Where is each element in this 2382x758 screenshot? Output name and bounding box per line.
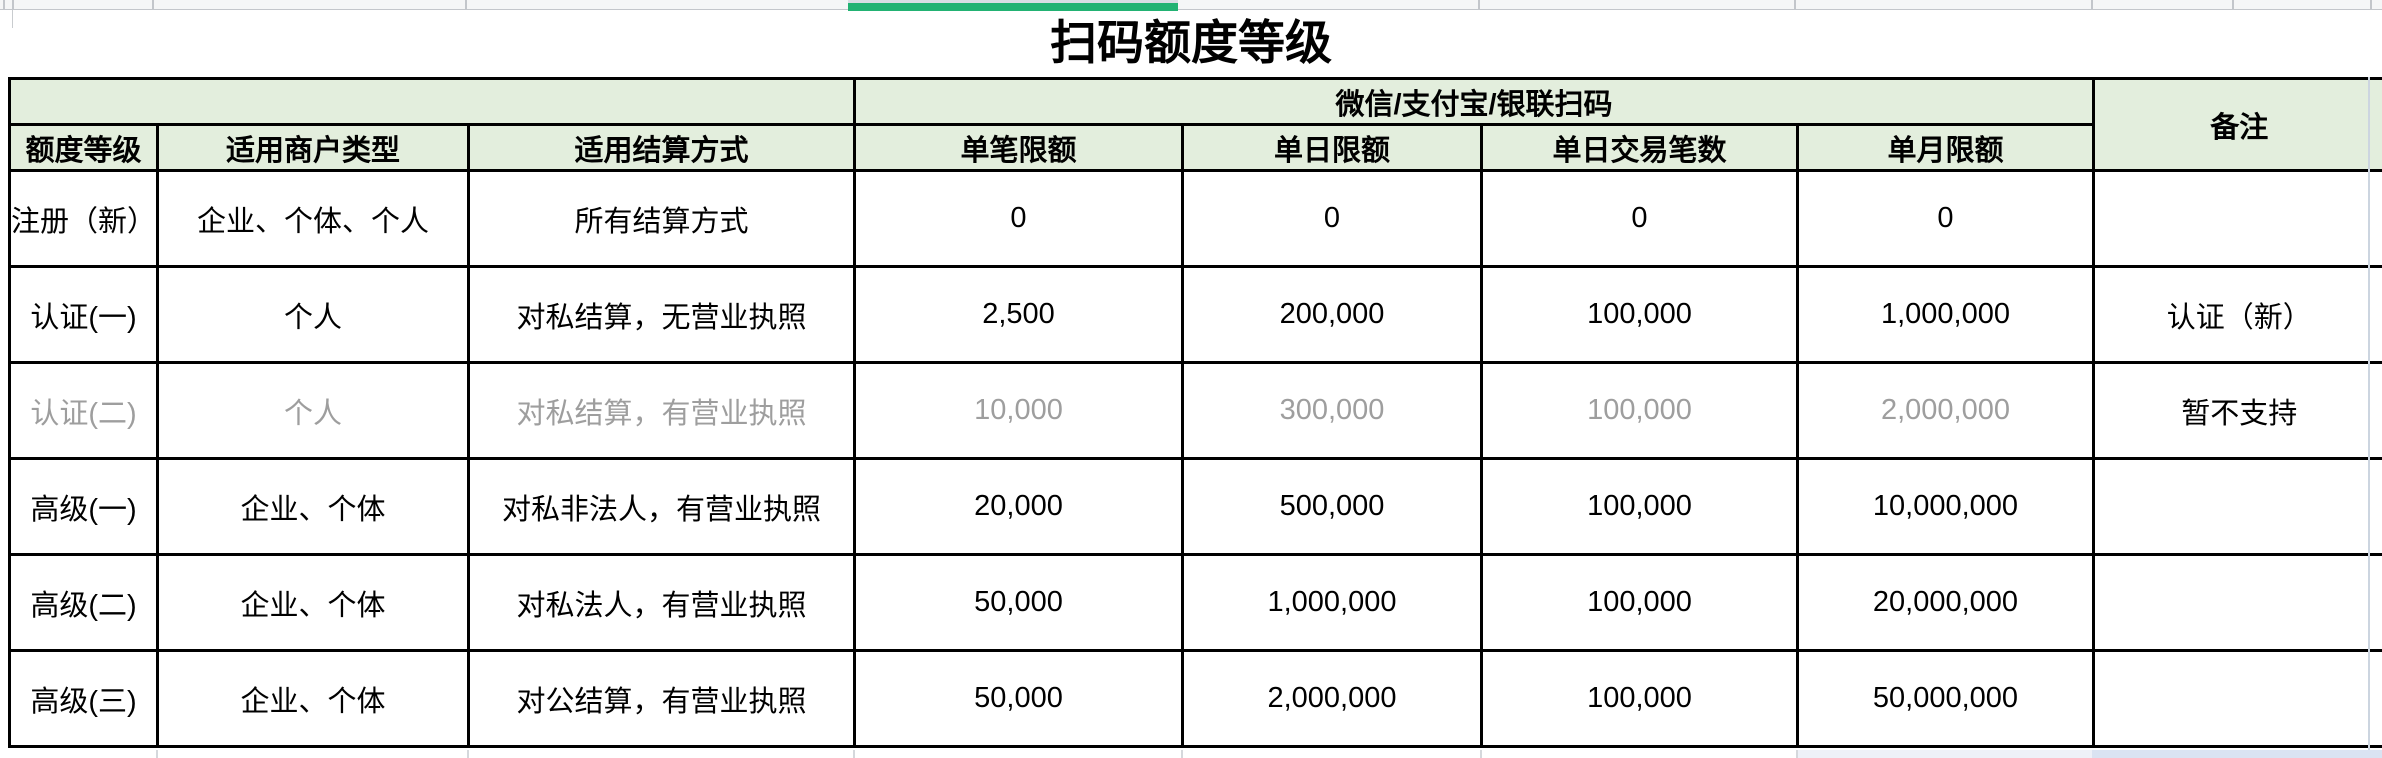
col-header-per-txn-limit[interactable]: 单笔限额	[853, 123, 1184, 172]
cell-level[interactable]: 高级(一)	[8, 457, 159, 556]
cell-merchant[interactable]: 企业、个体	[156, 457, 470, 556]
cell-remark[interactable]: 暂不支持	[2092, 361, 2382, 460]
strip-gridline	[2091, 0, 2093, 9]
below-table-tint	[1796, 750, 2092, 758]
cell-daily-count[interactable]: 100,000	[1480, 553, 1799, 652]
quota-table: 微信/支付宝/银联扫码 备注 额度等级 适用商户类型 适用结算方式 单笔限额 单…	[8, 77, 2382, 748]
band-empty-cell[interactable]	[8, 77, 856, 126]
remark-column-header[interactable]: 备注	[2092, 77, 2382, 172]
cell-settlement[interactable]: 对公结算，有营业执照	[467, 649, 856, 748]
col-header-daily-txn-count[interactable]: 单日交易笔数	[1480, 123, 1799, 172]
cell-daily[interactable]: 1,000,000	[1181, 553, 1483, 652]
cell-per-txn[interactable]: 10,000	[853, 361, 1184, 460]
strip-gridline	[1794, 0, 1796, 9]
cell-monthly[interactable]: 0	[1796, 169, 2095, 268]
cell-daily[interactable]: 500,000	[1181, 457, 1483, 556]
sheet-gridline	[467, 750, 469, 758]
sheet-gridline	[1796, 750, 1798, 758]
cell-remark[interactable]: 认证（新）	[2092, 265, 2382, 364]
cell-monthly[interactable]: 50,000,000	[1796, 649, 2095, 748]
col-header-daily-limit[interactable]: 单日限额	[1181, 123, 1483, 172]
row-gridline-stub	[12, 10, 13, 28]
cell-merchant[interactable]: 企业、个体	[156, 553, 470, 652]
cell-daily-count[interactable]: 100,000	[1480, 265, 1799, 364]
cell-settlement[interactable]: 所有结算方式	[467, 169, 856, 268]
cell-per-txn[interactable]: 20,000	[853, 457, 1184, 556]
cell-merchant[interactable]: 个人	[156, 265, 470, 364]
strip-gridline	[3, 0, 5, 9]
cell-settlement[interactable]: 对私非法人，有营业执照	[467, 457, 856, 556]
cell-merchant[interactable]: 企业、个体、个人	[156, 169, 470, 268]
sheet-gridline	[156, 750, 158, 758]
sheet-gridline	[1181, 750, 1183, 758]
cell-monthly[interactable]: 2,000,000	[1796, 361, 2095, 460]
page-title: 扫码额度等级	[1050, 18, 1332, 70]
col-header-level[interactable]: 额度等级	[8, 123, 159, 172]
strip-gridline	[465, 0, 467, 9]
table-row: 高级(一) 企业、个体 对私非法人，有营业执照 20,000 500,000 1…	[8, 457, 2382, 556]
col-header-settlement[interactable]: 适用结算方式	[467, 123, 856, 172]
strip-gridline	[152, 0, 154, 9]
cell-daily-count[interactable]: 0	[1480, 169, 1799, 268]
col-header-monthly-limit[interactable]: 单月限额	[1796, 123, 2094, 172]
cell-per-txn[interactable]: 50,000	[853, 649, 1184, 748]
selection-bar-backing	[848, 0, 1178, 3]
cell-settlement[interactable]: 对私法人，有营业执照	[467, 553, 856, 652]
sheet-top-strip	[0, 0, 2382, 10]
strip-gridline	[12, 0, 14, 9]
cell-settlement[interactable]: 对私结算，有营业执照	[467, 361, 856, 460]
cell-level[interactable]: 认证(一)	[8, 265, 159, 364]
cell-daily[interactable]: 200,000	[1181, 265, 1483, 364]
cell-merchant[interactable]: 个人	[156, 361, 470, 460]
below-table-tint	[2092, 750, 2382, 758]
cell-daily-count[interactable]: 100,000	[1480, 361, 1799, 460]
strip-gridline	[2370, 0, 2372, 9]
table-row: 高级(三) 企业、个体 对公结算，有营业执照 50,000 2,000,000 …	[8, 649, 2382, 748]
cell-level[interactable]: 注册（新）	[8, 169, 159, 268]
cell-daily-count[interactable]: 100,000	[1480, 457, 1799, 556]
cell-per-txn[interactable]: 50,000	[853, 553, 1184, 652]
strip-gridline	[1478, 0, 1480, 9]
cell-daily-count[interactable]: 100,000	[1480, 649, 1799, 748]
cell-daily[interactable]: 0	[1181, 169, 1483, 268]
sheet-gridline	[2368, 77, 2370, 758]
table-row: 认证(一) 个人 对私结算，无营业执照 2,500 200,000 100,00…	[8, 265, 2382, 364]
cell-level[interactable]: 高级(三)	[8, 649, 159, 748]
strip-gridline	[2232, 0, 2234, 9]
cell-monthly[interactable]: 1,000,000	[1796, 265, 2095, 364]
table-row: 认证(二) 个人 对私结算，有营业执照 10,000 300,000 100,0…	[8, 361, 2382, 460]
cell-daily[interactable]: 300,000	[1181, 361, 1483, 460]
cell-remark[interactable]	[2092, 553, 2382, 652]
band-group-header[interactable]: 微信/支付宝/银联扫码	[853, 77, 2095, 126]
cell-remark[interactable]	[2092, 457, 2382, 556]
cell-monthly[interactable]: 20,000,000	[1796, 553, 2095, 652]
sheet-gridline	[1480, 750, 1482, 758]
cell-level[interactable]: 认证(二)	[8, 361, 159, 460]
cell-daily[interactable]: 2,000,000	[1181, 649, 1483, 748]
table-row: 注册（新） 企业、个体、个人 所有结算方式 0 0 0 0	[8, 169, 2382, 268]
table-row: 高级(二) 企业、个体 对私法人，有营业执照 50,000 1,000,000 …	[8, 553, 2382, 652]
col-header-merchant-type[interactable]: 适用商户类型	[156, 123, 470, 172]
cell-remark[interactable]	[2092, 649, 2382, 748]
cell-per-txn[interactable]: 0	[853, 169, 1184, 268]
selected-range-indicator	[848, 3, 1178, 11]
below-table-strip	[0, 750, 2382, 758]
cell-remark[interactable]	[2092, 169, 2382, 268]
cell-level[interactable]: 高级(二)	[8, 553, 159, 652]
sheet-gridline	[853, 750, 855, 758]
cell-per-txn[interactable]: 2,500	[853, 265, 1184, 364]
cell-settlement[interactable]: 对私结算，无营业执照	[467, 265, 856, 364]
cell-merchant[interactable]: 企业、个体	[156, 649, 470, 748]
cell-monthly[interactable]: 10,000,000	[1796, 457, 2095, 556]
